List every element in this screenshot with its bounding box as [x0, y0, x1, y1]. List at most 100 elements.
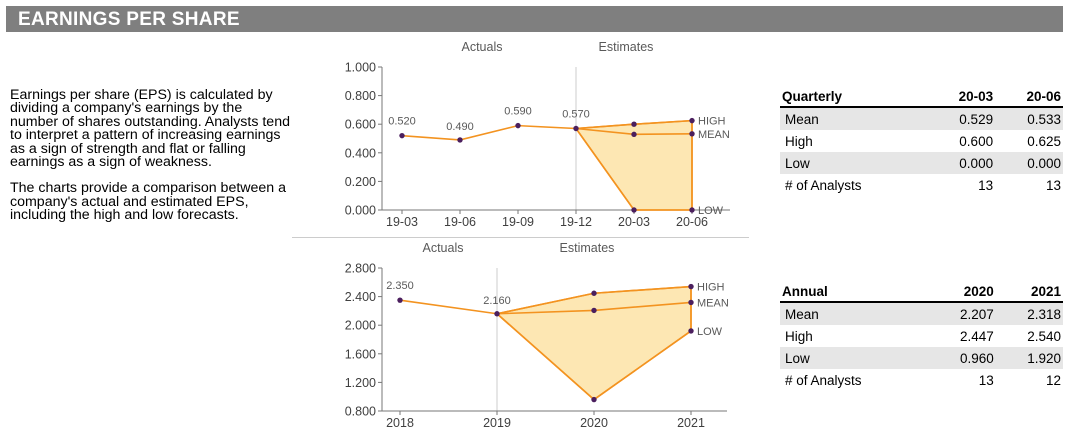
row-label: # of Analysts — [785, 372, 862, 388]
section-label-estimates: Estimates — [560, 241, 615, 255]
section-label-actuals: Actuals — [462, 40, 503, 54]
mean-estimate-point — [689, 131, 695, 137]
high-estimate-point — [591, 290, 597, 296]
cell: 0.000 — [927, 152, 996, 174]
table-row: Low 0.960 1.920 — [780, 347, 1063, 369]
low-estimate-point — [689, 207, 695, 213]
low-series-label: LOW — [697, 326, 723, 338]
row-label: Low — [780, 347, 929, 369]
actual-eps-point — [515, 122, 521, 129]
low-estimate-point — [688, 328, 694, 334]
y-tick-label: 0.800 — [345, 89, 376, 103]
table-header-period: 20-06 — [995, 86, 1063, 108]
y-tick-label: 0.600 — [345, 118, 376, 132]
cell: 2.447 — [959, 328, 994, 344]
y-tick-label: 1.000 — [345, 61, 376, 75]
low-series-label: LOW — [698, 205, 724, 217]
table-header-period: 2020 — [928, 281, 996, 303]
x-tick-label: 19-06 — [444, 215, 476, 229]
section-title: EARNINGS PER SHARE — [18, 9, 240, 30]
actual-eps-point — [457, 137, 463, 143]
quarterly-table: Quarterly 20-03 20-06 Mean 0.529 0.533 H… — [780, 86, 1063, 196]
row-label: Mean — [780, 302, 929, 325]
cell: 2.540 — [1027, 328, 1061, 344]
cell: 2.318 — [995, 302, 1063, 325]
table-row: # of Analysts 13 12 — [780, 369, 1063, 391]
mean-series-label: MEAN — [698, 129, 730, 141]
mean-estimate-point — [591, 307, 597, 314]
y-tick-label: 2.800 — [345, 262, 376, 276]
cell: 13 — [978, 177, 994, 193]
section-label-estimates: Estimates — [599, 40, 654, 54]
description-paragraph-2: The charts provide a comparison between … — [10, 180, 287, 224]
cell: 2.207 — [928, 302, 996, 325]
high-series-label: HIGH — [698, 116, 726, 128]
x-tick-label: 20-06 — [676, 215, 708, 229]
cell: 0.600 — [959, 133, 994, 149]
cell: 13 — [978, 372, 994, 388]
table-header-row: Quarterly 20-03 20-06 — [780, 86, 1063, 108]
x-tick-label: 20-03 — [618, 215, 650, 229]
actual-value-label: 0.520 — [388, 116, 416, 128]
table-header-label: Quarterly — [780, 86, 928, 108]
y-tick-label: 0.400 — [345, 146, 376, 160]
cell: 0.533 — [995, 107, 1063, 130]
table-row: High 0.600 0.625 — [780, 130, 1063, 152]
actual-eps-point — [397, 297, 403, 303]
cell: 1.920 — [995, 347, 1063, 369]
table-row: High 2.447 2.540 — [780, 325, 1063, 347]
actual-value-label: 0.570 — [562, 108, 590, 120]
x-tick-label: 2020 — [580, 416, 608, 430]
cell: 0.625 — [1027, 133, 1061, 149]
mean-estimate-point — [688, 299, 694, 306]
y-tick-label: 1.200 — [345, 376, 376, 390]
cell: 0.529 — [927, 107, 996, 130]
actual-value-label: 2.350 — [386, 280, 414, 292]
actual-eps-line — [399, 299, 498, 315]
section-header: EARNINGS PER SHARE — [6, 6, 1063, 32]
cell: 13 — [1045, 177, 1061, 193]
description-paragraph-1: Earnings per share (EPS) is calculated b… — [10, 87, 290, 171]
cell: 0.960 — [928, 347, 996, 369]
high-series-label: HIGH — [697, 282, 725, 294]
row-label: Mean — [780, 107, 928, 130]
row-label: # of Analysts — [785, 177, 862, 193]
x-tick-label: 2019 — [483, 416, 511, 430]
actual-value-label: 2.160 — [483, 295, 511, 307]
table-header-row: Annual 2020 2021 — [780, 281, 1063, 303]
row-label: High — [785, 133, 813, 149]
y-tick-label: 0.000 — [345, 204, 376, 218]
cell: 12 — [1045, 372, 1061, 388]
x-tick-label: 2018 — [386, 416, 414, 430]
actual-eps-point — [573, 125, 579, 132]
table-header-label: Annual — [780, 281, 929, 303]
cell: 0.000 — [995, 152, 1063, 174]
x-tick-label: 2021 — [677, 416, 705, 430]
row-label: High — [785, 328, 813, 344]
actual-value-label: 0.590 — [504, 106, 532, 118]
x-tick-label: 19-03 — [386, 215, 418, 229]
estimate-range-area — [495, 285, 692, 401]
y-tick-label: 0.200 — [345, 175, 376, 189]
y-tick-label: 1.600 — [345, 347, 376, 361]
actual-eps-point — [494, 311, 500, 317]
x-tick-label: 19-12 — [560, 215, 592, 229]
low-estimate-point — [591, 396, 597, 403]
description: Earnings per share (EPS) is calculated b… — [10, 87, 292, 236]
row-label: Low — [780, 152, 928, 174]
high-estimate-point — [631, 121, 637, 127]
table-header-period: 2021 — [995, 281, 1063, 303]
actual-value-label: 0.490 — [446, 121, 474, 133]
low-estimate-point — [631, 207, 637, 213]
actual-eps-point — [399, 132, 405, 139]
table-row: Mean 0.529 0.533 — [780, 107, 1063, 130]
section-label-actuals: Actuals — [423, 241, 464, 255]
table-row: # of Analysts 13 13 — [780, 174, 1063, 196]
table-row: Mean 2.207 2.318 — [780, 302, 1063, 325]
y-tick-label: 2.400 — [345, 290, 376, 304]
high-estimate-point — [689, 117, 695, 124]
table-header-period: 20-03 — [927, 86, 996, 108]
y-tick-label: 0.800 — [345, 405, 376, 419]
